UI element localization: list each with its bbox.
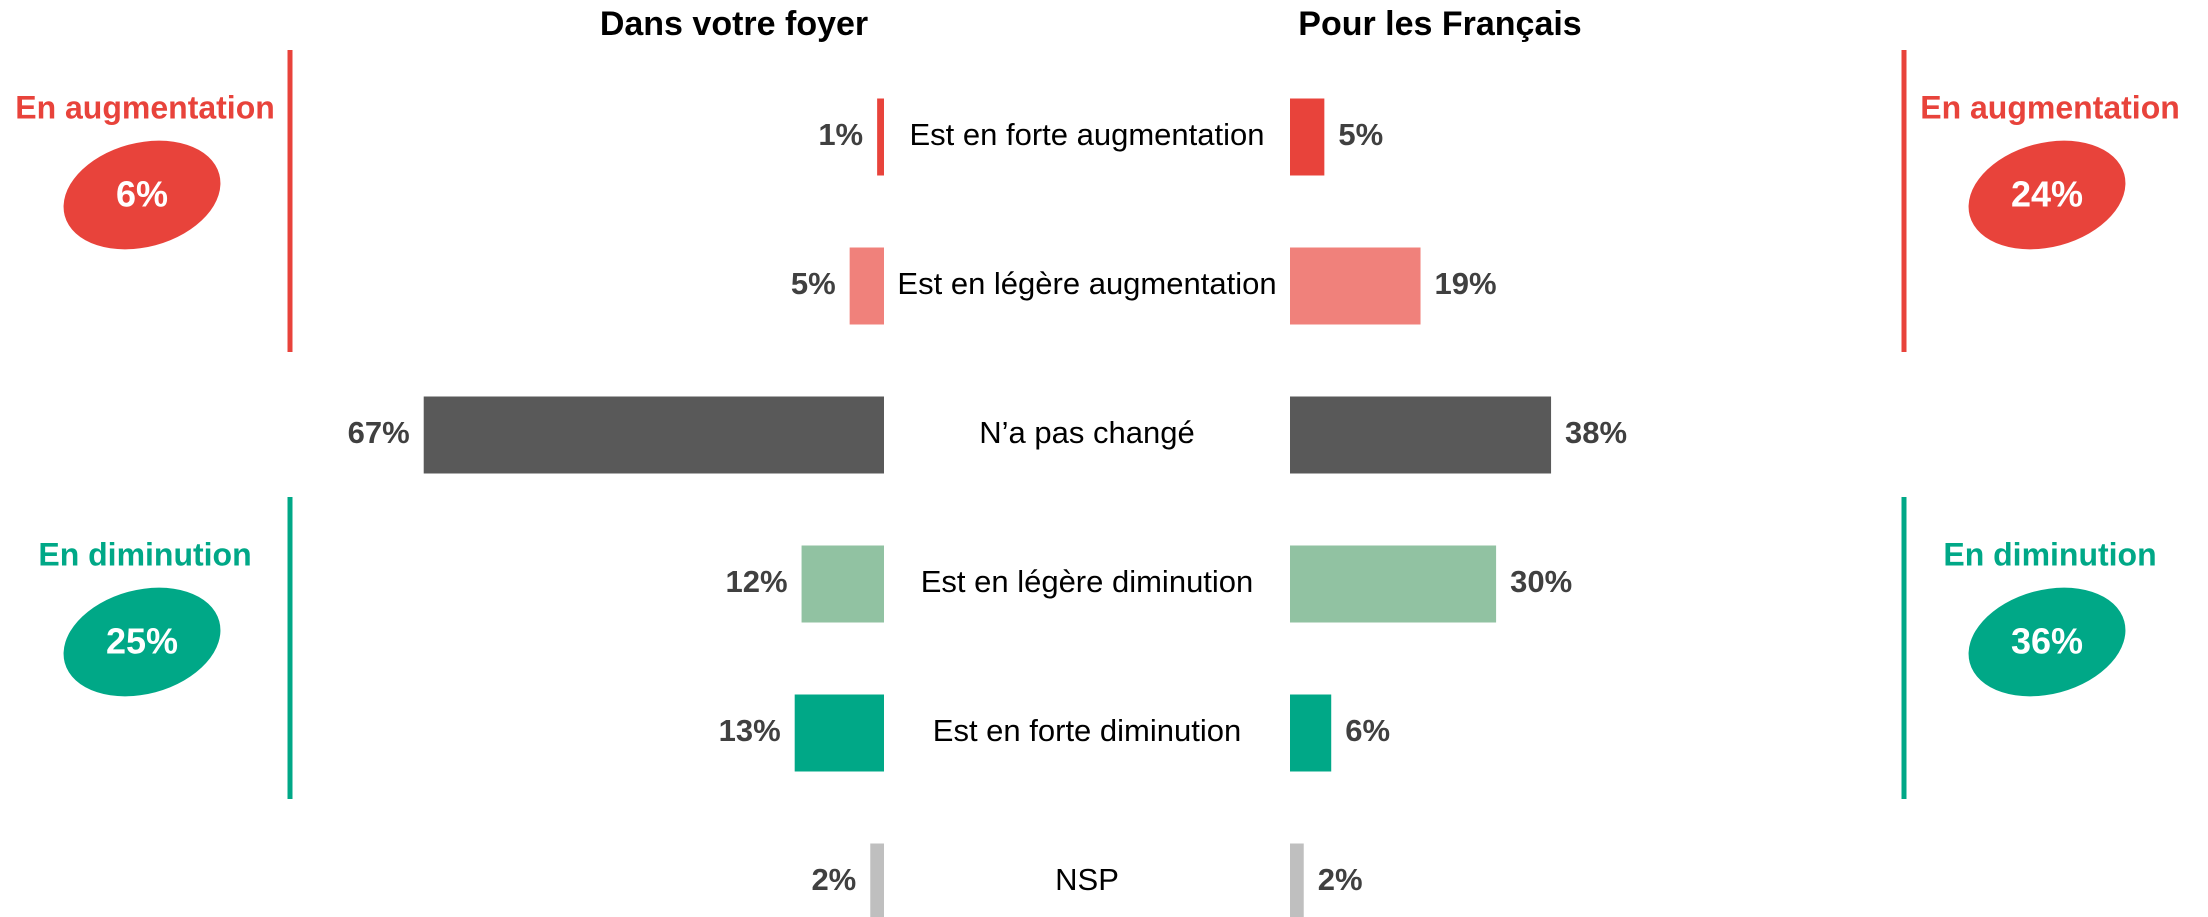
bar [1290,694,1332,772]
bar [423,396,884,474]
group-label: En augmentation [1920,89,2180,125]
bar [870,843,884,917]
value-label: 5% [791,266,836,301]
category-label: Est en légère diminution [921,564,1254,599]
bar [1290,396,1552,474]
group-badge [1968,587,2126,697]
bar [877,98,884,176]
group-label: En diminution [1943,536,2156,572]
value-label: 6% [1345,713,1390,748]
value-label: 38% [1565,415,1627,450]
category-label: Est en forte diminution [933,713,1241,748]
group-badge [1968,140,2126,250]
value-label: 2% [811,862,856,897]
group-value: 25% [106,621,178,662]
group-badge [63,587,221,697]
series-title: Pour les Français [1298,5,1581,43]
bar [1290,545,1497,623]
value-label: 67% [348,415,410,450]
group-label: En diminution [38,536,251,572]
group-badge [63,140,221,250]
group-value: 36% [2011,621,2083,662]
category-label: NSP [1055,862,1119,897]
group-value: 6% [116,174,168,215]
bar [1290,843,1304,917]
category-label: Est en légère augmentation [897,266,1276,301]
group-label: En augmentation [15,89,275,125]
category-label: Est en forte augmentation [909,117,1264,152]
bar [1290,98,1325,176]
bar [849,247,884,325]
bar [1290,247,1421,325]
value-label: 30% [1510,564,1572,599]
value-label: 1% [818,117,863,152]
category-label: N’a pas changé [979,415,1194,450]
series-title: Dans votre foyer [600,5,868,43]
group-value: 24% [2011,174,2083,215]
value-label: 13% [719,713,781,748]
bar [801,545,884,623]
value-label: 19% [1435,266,1497,301]
bar [794,694,884,772]
value-label: 12% [726,564,788,599]
value-label: 5% [1338,117,1383,152]
value-label: 2% [1318,862,1363,897]
